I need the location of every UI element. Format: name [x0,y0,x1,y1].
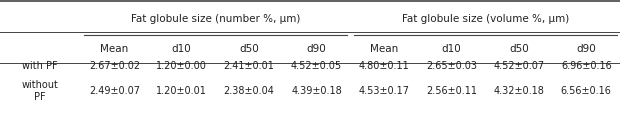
Text: 1.20±0.00: 1.20±0.00 [156,60,207,71]
Text: Fat globule size (number %, μm): Fat globule size (number %, μm) [131,14,300,24]
Text: d50: d50 [509,44,529,54]
Text: Fat globule size (volume %, μm): Fat globule size (volume %, μm) [402,14,569,24]
Text: 2.41±0.01: 2.41±0.01 [224,60,275,71]
Text: 1.20±0.01: 1.20±0.01 [156,86,207,96]
Text: 4.80±0.11: 4.80±0.11 [358,60,409,71]
Text: d50: d50 [239,44,259,54]
Text: d10: d10 [441,44,461,54]
Text: without
PF: without PF [22,80,59,102]
Text: Mean: Mean [370,44,398,54]
Text: 4.52±0.07: 4.52±0.07 [494,60,544,71]
Text: 4.39±0.18: 4.39±0.18 [291,86,342,96]
Text: 2.49±0.07: 2.49±0.07 [89,86,140,96]
Text: 4.52±0.05: 4.52±0.05 [291,60,342,71]
Text: 2.56±0.11: 2.56±0.11 [426,86,477,96]
Text: 4.53±0.17: 4.53±0.17 [358,86,410,96]
Text: d90: d90 [577,44,596,54]
Text: d90: d90 [307,44,327,54]
Text: 6.96±0.16: 6.96±0.16 [561,60,612,71]
Text: 2.38±0.04: 2.38±0.04 [224,86,275,96]
Text: with PF: with PF [22,60,58,71]
Text: Mean: Mean [100,44,128,54]
Text: 2.65±0.03: 2.65±0.03 [426,60,477,71]
Text: 2.67±0.02: 2.67±0.02 [89,60,140,71]
Text: 4.32±0.18: 4.32±0.18 [494,86,544,96]
Text: 6.56±0.16: 6.56±0.16 [561,86,612,96]
Text: d10: d10 [172,44,192,54]
